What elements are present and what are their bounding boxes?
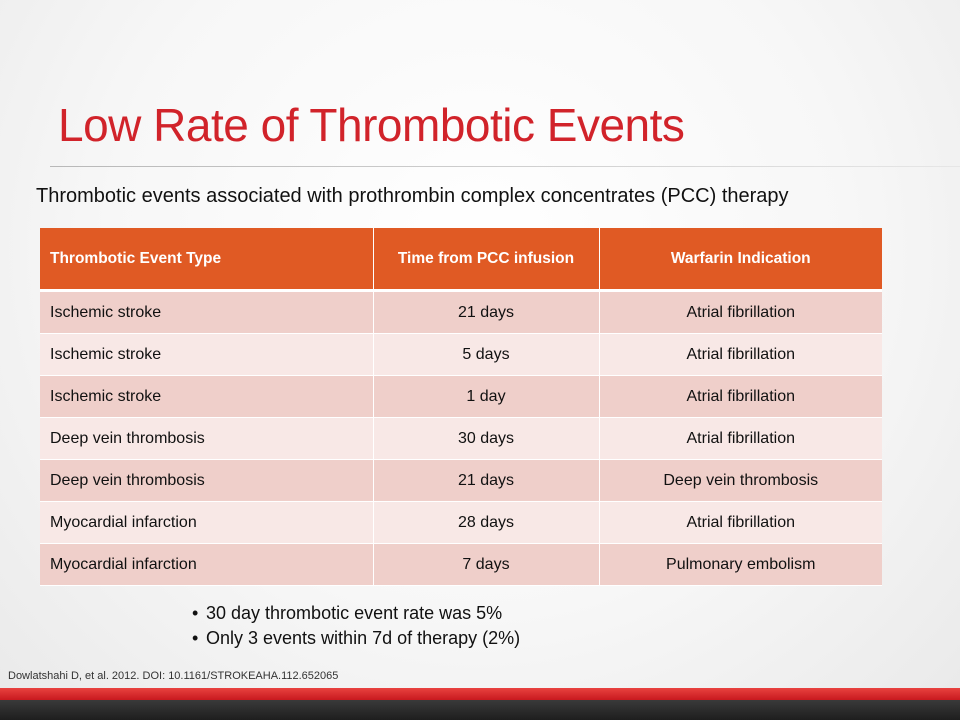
cell-time: 28 days xyxy=(373,501,600,544)
cell-time: 5 days xyxy=(373,333,600,376)
table-header-row: Thrombotic Event Type Time from PCC infu… xyxy=(40,228,882,292)
table-row: Myocardial infarction 7 days Pulmonary e… xyxy=(40,543,882,586)
thrombotic-events-table: Thrombotic Event Type Time from PCC infu… xyxy=(40,228,882,586)
cell-event-type: Ischemic stroke xyxy=(40,290,374,334)
slide-subtitle: Thrombotic events associated with prothr… xyxy=(36,185,789,207)
footer-dark-band xyxy=(0,700,960,720)
cell-time: 30 days xyxy=(373,417,600,460)
cell-event-type: Ischemic stroke xyxy=(40,333,374,376)
cell-indication: Atrial fibrillation xyxy=(599,417,882,460)
cell-indication: Atrial fibrillation xyxy=(599,501,882,544)
title-divider xyxy=(50,166,960,167)
header-warfarin-indication: Warfarin Indication xyxy=(599,228,882,292)
table-row: Ischemic stroke 21 days Atrial fibrillat… xyxy=(40,290,882,334)
bullet-item: Only 3 events within 7d of therapy (2%) xyxy=(190,626,520,651)
cell-indication: Pulmonary embolism xyxy=(599,543,882,586)
cell-event-type: Ischemic stroke xyxy=(40,375,374,418)
cell-time: 7 days xyxy=(373,543,600,586)
header-time-from-pcc: Time from PCC infusion xyxy=(373,228,600,292)
table-row: Ischemic stroke 5 days Atrial fibrillati… xyxy=(40,333,882,376)
cell-indication: Deep vein thrombosis xyxy=(599,459,882,502)
table-row: Myocardial infarction 28 days Atrial fib… xyxy=(40,501,882,544)
cell-event-type: Myocardial infarction xyxy=(40,501,374,544)
cell-event-type: Deep vein thrombosis xyxy=(40,459,374,502)
key-findings-list: 30 day thrombotic event rate was 5% Only… xyxy=(190,601,520,651)
cell-event-type: Myocardial infarction xyxy=(40,543,374,586)
cell-indication: Atrial fibrillation xyxy=(599,290,882,334)
cell-indication: Atrial fibrillation xyxy=(599,333,882,376)
bullet-item: 30 day thrombotic event rate was 5% xyxy=(190,601,520,626)
footer-red-band xyxy=(0,688,960,700)
cell-time: 21 days xyxy=(373,290,600,334)
table-row: Ischemic stroke 1 day Atrial fibrillatio… xyxy=(40,375,882,418)
cell-time: 21 days xyxy=(373,459,600,502)
citation: Dowlatshahi D, et al. 2012. DOI: 10.1161… xyxy=(8,670,339,682)
cell-event-type: Deep vein thrombosis xyxy=(40,417,374,460)
table-row: Deep vein thrombosis 30 days Atrial fibr… xyxy=(40,417,882,460)
cell-indication: Atrial fibrillation xyxy=(599,375,882,418)
cell-time: 1 day xyxy=(373,375,600,418)
slide-title: Low Rate of Thrombotic Events xyxy=(58,99,685,151)
header-event-type: Thrombotic Event Type xyxy=(40,228,374,292)
table-row: Deep vein thrombosis 21 days Deep vein t… xyxy=(40,459,882,502)
